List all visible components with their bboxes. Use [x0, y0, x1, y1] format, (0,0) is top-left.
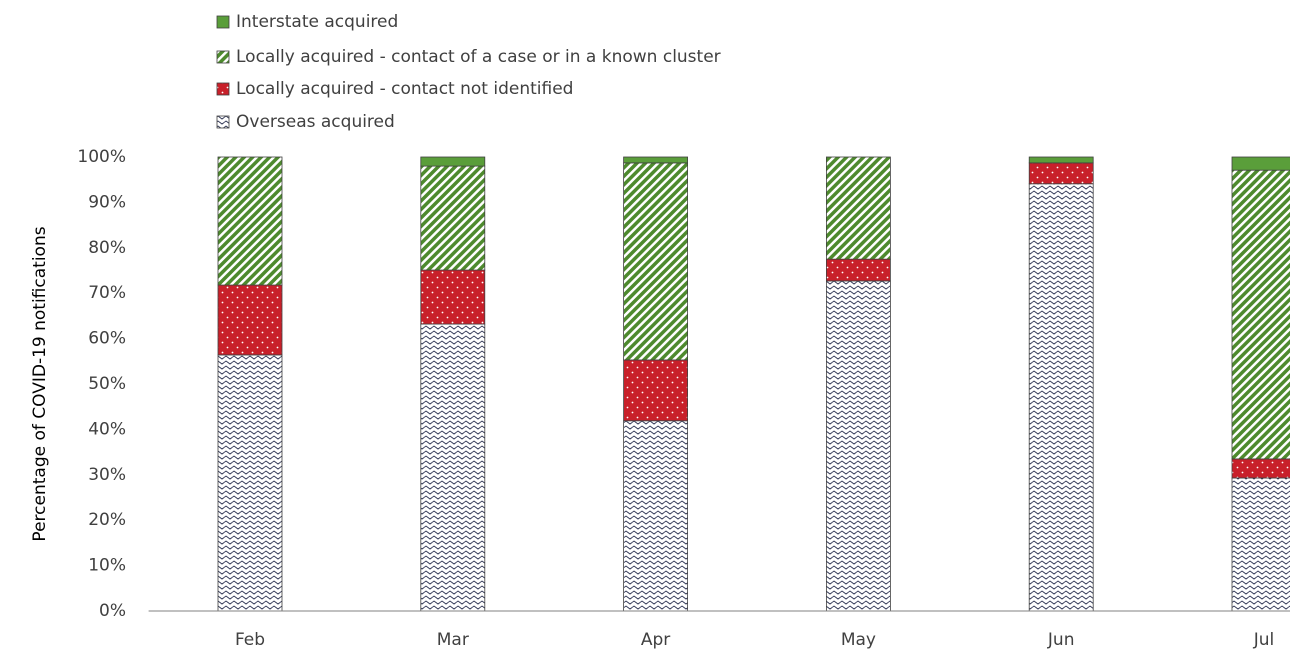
- y-tick-label: 50%: [88, 374, 126, 394]
- bar-segment: [1231, 169, 1290, 460]
- y-tick-label: 90%: [88, 192, 126, 212]
- legend-swatch: [216, 82, 230, 96]
- legend-label: Locally acquired - contact not identifie…: [236, 79, 573, 99]
- bar-segment: [1231, 458, 1290, 479]
- bar-segment: [420, 323, 486, 612]
- bar-segment: [1231, 156, 1290, 171]
- x-tick-label: Feb: [235, 630, 265, 650]
- bar-segment: [217, 284, 283, 356]
- y-tick-label: 60%: [88, 329, 126, 349]
- bar-segment: [420, 269, 486, 325]
- legend-label: Locally acquired - contact of a case or …: [236, 47, 721, 67]
- bar-segment: [1231, 477, 1290, 612]
- bar-segment: [217, 156, 283, 286]
- x-tick-label: Jun: [1047, 630, 1075, 650]
- bar-segment: [623, 359, 688, 422]
- y-tick-label: 20%: [88, 510, 126, 530]
- x-tick-label: Apr: [641, 630, 670, 650]
- y-tick-label: 70%: [88, 283, 126, 303]
- bar-segment: [826, 258, 891, 282]
- bar-segment: [1028, 156, 1094, 164]
- bar-segment: [623, 162, 688, 361]
- y-tick-label: 100%: [77, 147, 126, 167]
- y-tick-label: 30%: [88, 465, 126, 485]
- y-tick-label: 0%: [99, 601, 126, 621]
- bar-segment: [826, 156, 891, 260]
- legend-label: Interstate acquired: [236, 12, 398, 32]
- bar-segment: [623, 420, 688, 612]
- bar-segment: [217, 354, 283, 612]
- x-tick-label: Jul: [1253, 630, 1275, 650]
- legend-label: Overseas acquired: [236, 112, 395, 132]
- y-tick-label: 40%: [88, 419, 126, 439]
- bar-segment: [623, 156, 688, 164]
- y-tick-label: 80%: [88, 238, 126, 258]
- bar-segment: [1028, 183, 1094, 612]
- y-axis-title: Percentage of COVID-19 notifications: [30, 226, 50, 541]
- bar-segment: [1028, 162, 1094, 185]
- bar-segment: [420, 156, 486, 167]
- bar-segment: [420, 165, 486, 271]
- y-tick-label: 10%: [88, 556, 126, 576]
- x-tick-label: May: [841, 630, 876, 650]
- legend-swatch: [216, 50, 230, 64]
- legend-swatch: [216, 15, 230, 29]
- legend-swatch: [216, 115, 230, 129]
- bar-segment: [826, 280, 891, 612]
- x-tick-label: Mar: [437, 630, 469, 650]
